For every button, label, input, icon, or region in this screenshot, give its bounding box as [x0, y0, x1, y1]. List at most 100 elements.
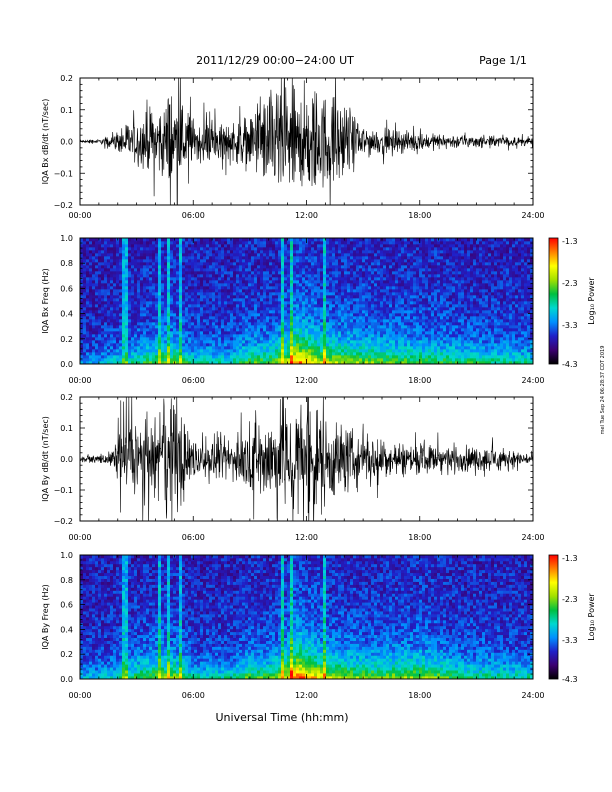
- spectrogram-cell: [413, 256, 417, 260]
- spectrogram-cell: [269, 331, 273, 335]
- spectrogram-cell: [251, 349, 255, 353]
- spectrogram-cell: [101, 334, 105, 338]
- spectrogram-cell: [146, 331, 150, 335]
- spectrogram-cell: [128, 337, 132, 341]
- spectrogram-cell: [254, 337, 258, 341]
- spectrogram-cell: [419, 259, 423, 263]
- spectrogram-cell: [383, 304, 387, 308]
- spectrogram-cell: [389, 337, 393, 341]
- spectrogram-cell: [422, 292, 426, 296]
- spectrogram-cell: [164, 304, 168, 308]
- spectrogram-cell: [254, 268, 258, 272]
- spectrogram-cell: [350, 259, 354, 263]
- spectrogram-cell: [101, 325, 105, 329]
- spectrogram-cell: [266, 328, 270, 332]
- spectrogram-cell: [386, 307, 390, 311]
- spectrogram-cell: [347, 331, 351, 335]
- spectrogram-cell: [380, 343, 384, 347]
- spectrogram-cell: [245, 340, 249, 344]
- spectrogram-cell: [86, 271, 90, 275]
- spectrogram-cell: [188, 256, 192, 260]
- spectrogram-cell: [263, 355, 267, 359]
- spectrogram-cell: [164, 349, 168, 353]
- spectrogram-cell: [320, 283, 324, 287]
- spectrogram-cell: [308, 328, 312, 332]
- spectrogram-cell: [245, 265, 249, 269]
- spectrogram-cell: [110, 259, 114, 263]
- spectrogram-cell: [104, 313, 108, 317]
- spectrogram-cell: [164, 277, 168, 281]
- spectrogram-cell: [428, 283, 432, 287]
- spectrogram-cell: [167, 256, 171, 260]
- spectrogram-cell: [209, 304, 213, 308]
- spectrogram-cell: [107, 358, 111, 362]
- spectrogram-cell: [101, 307, 105, 311]
- spectrogram-cell: [416, 331, 420, 335]
- spectrogram-cell: [326, 292, 330, 296]
- spectrogram-cell: [383, 361, 387, 364]
- spectrogram-cell: [380, 349, 384, 353]
- spectrogram-cell: [182, 352, 186, 356]
- spectrogram-cell: [287, 304, 291, 308]
- spectrogram-cell: [113, 304, 117, 308]
- spectrogram-cell: [233, 331, 237, 335]
- spectrogram-cell: [152, 280, 156, 284]
- spectrogram-cell: [422, 358, 426, 362]
- spectrogram-cell: [290, 358, 294, 362]
- spectrogram-cell: [203, 298, 207, 302]
- spectrogram-cell: [167, 238, 171, 242]
- spectrogram-cell: [146, 361, 150, 364]
- spectrogram-cell: [428, 343, 432, 347]
- spectrogram-cell: [323, 328, 327, 332]
- spectrogram-cell: [392, 331, 396, 335]
- spectrogram-cell: [380, 316, 384, 320]
- spectrogram-cell: [404, 265, 408, 269]
- spectrogram-cell: [419, 283, 423, 287]
- spectrogram-cell: [113, 238, 117, 242]
- spectrogram-cell: [164, 244, 168, 248]
- spectrogram-cell: [335, 355, 339, 359]
- spectrogram-cell: [152, 319, 156, 323]
- spectrogram-cell: [353, 244, 357, 248]
- spectrogram-cell: [305, 244, 309, 248]
- spectrogram-cell: [374, 328, 378, 332]
- spectrogram-cell: [368, 256, 372, 260]
- spectrogram-cell: [119, 256, 123, 260]
- spectrogram-cell: [218, 307, 222, 311]
- spectrogram-cell: [107, 259, 111, 263]
- spectrogram-cell: [383, 295, 387, 299]
- spectrogram-cell: [362, 355, 366, 359]
- spectrogram-cell: [368, 247, 372, 251]
- spectrogram-cell: [200, 361, 204, 364]
- spectrogram-cell: [212, 280, 216, 284]
- spectrogram-cell: [338, 271, 342, 275]
- spectrogram-cell: [308, 271, 312, 275]
- spectrogram-cell: [101, 322, 105, 326]
- spectrogram-cell: [128, 280, 132, 284]
- spectrogram-cell: [206, 310, 210, 314]
- spectrogram-cell: [233, 283, 237, 287]
- spectrogram-cell: [92, 313, 96, 317]
- spectrogram-cell: [104, 331, 108, 335]
- spectrogram-cell: [167, 247, 171, 251]
- spectrogram-cell: [179, 298, 183, 302]
- spectrogram-cell: [404, 238, 408, 242]
- spectrogram-cell: [326, 301, 330, 305]
- spectrogram-cell: [224, 343, 228, 347]
- spectrogram-cell: [212, 283, 216, 287]
- spectrogram-cell: [251, 283, 255, 287]
- spectrogram-cell: [251, 307, 255, 311]
- spectrogram-cell: [380, 319, 384, 323]
- spectrogram-cell: [416, 274, 420, 278]
- spectrogram-cell: [308, 253, 312, 257]
- spectrogram-cell: [362, 265, 366, 269]
- spectrogram-cell: [221, 301, 225, 305]
- spectrogram-cell: [362, 247, 366, 251]
- spectrogram-cell: [269, 355, 273, 359]
- spectrogram-cell: [413, 271, 417, 275]
- spectrogram-cell: [365, 319, 369, 323]
- spectrogram-cell: [434, 322, 438, 326]
- spectrogram-cell: [311, 292, 315, 296]
- spectrogram-cell: [110, 358, 114, 362]
- spectrogram-cell: [269, 352, 273, 356]
